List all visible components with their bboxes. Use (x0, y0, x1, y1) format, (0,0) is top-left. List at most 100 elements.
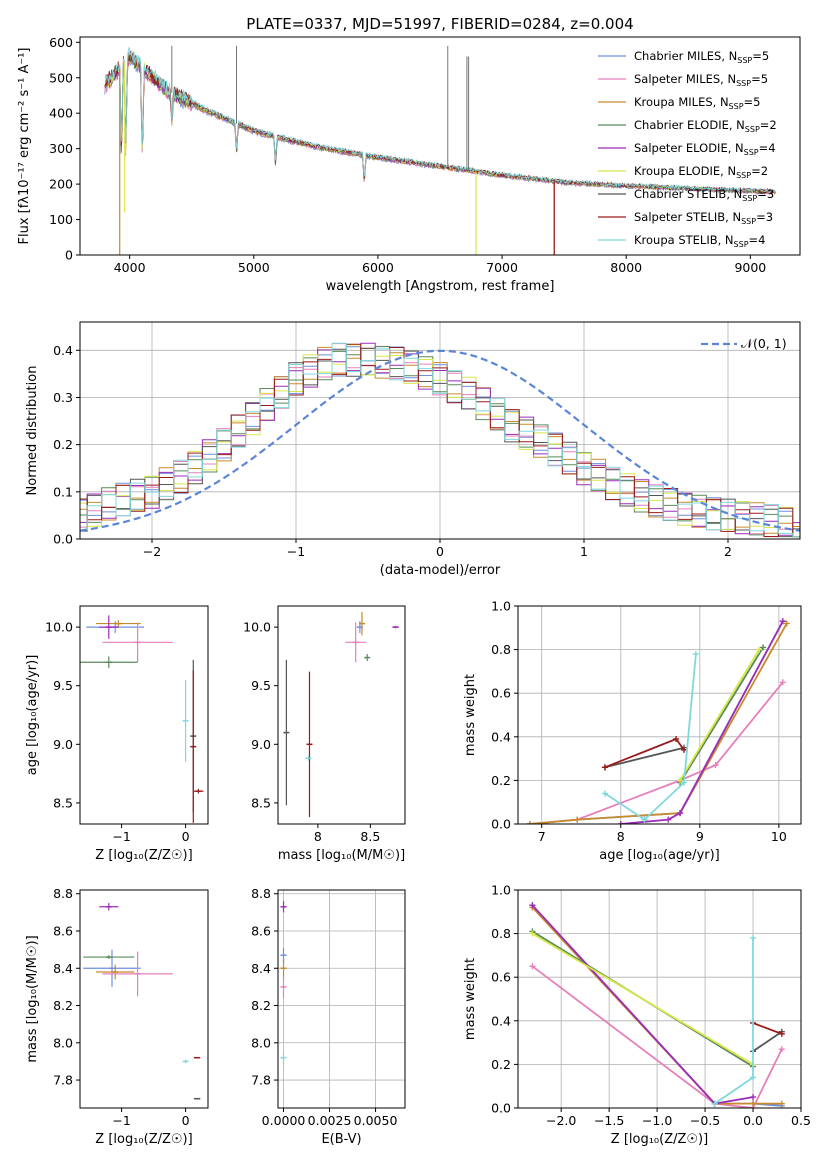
y-tick-label: 0.8 (491, 926, 511, 941)
data-point (280, 1052, 287, 1064)
x-tick-label: 2 (724, 544, 732, 559)
y-tick-label: 10.0 (45, 620, 73, 635)
data-point (99, 615, 119, 639)
axes-frame (517, 605, 802, 825)
plot-area (529, 902, 785, 1108)
chart-residuals: −2 −1 0 1 2 0.0 0.1 0.2 0.3 0.4 (data-model)/error… (25, 321, 801, 578)
chart-age-vs-mass: 8 8.5 8.5 9.0 9.5 10.0 mass [log₁₀(M/M☉)] (243, 605, 406, 863)
axes-frame (517, 889, 802, 1109)
chart-weight-vs-age: 7 8 9 10 0.0 0.2 0.4 0.6 0.8 1.0 age [log₁₀(age/yr… (463, 599, 802, 863)
plot-area (83, 903, 201, 1100)
y-tick-label: 9.5 (53, 678, 73, 693)
legend-count: =5 (752, 49, 769, 63)
data-point (102, 951, 173, 997)
legend-label: Chabrier ELODIE, NSSP=2 (634, 118, 777, 134)
data-point (345, 622, 367, 663)
x-tick-label: −1 (112, 829, 130, 844)
data-point (182, 1059, 189, 1064)
plot-area (104, 45, 776, 255)
y-tick-label: 8.2 (251, 998, 271, 1013)
x-tick-label: 0.0025 (308, 1113, 352, 1128)
weight-marker (750, 1074, 757, 1081)
x-tick-label: 8 (617, 829, 625, 844)
x-axis-label: mass [log₁₀(M/M☉)] (278, 848, 405, 863)
x-tick-label: −1.5 (594, 1113, 624, 1128)
x-axis-label: Z [log₁₀(Z/Z☉)] (95, 848, 192, 863)
weight-marker (601, 764, 608, 771)
y-tick-label: 0.4 (491, 729, 511, 744)
x-tick-label: 1 (580, 544, 588, 559)
y-tick-label: 9.5 (251, 678, 271, 693)
y-tick-label: 0.4 (53, 343, 73, 358)
data-point (102, 622, 173, 663)
data-point (392, 625, 399, 629)
legend-subscript: SSP (744, 148, 759, 157)
legend-count: =4 (759, 141, 776, 155)
y-tick-label: 8.8 (251, 886, 271, 901)
x-tick-label: 5000 (238, 260, 270, 275)
y-tick-label: 7.8 (53, 1073, 73, 1088)
residual-histogram (80, 346, 800, 538)
weight-marker (641, 816, 648, 823)
weight-marker (601, 790, 608, 797)
weight-series (526, 620, 790, 824)
legend-count: =2 (751, 164, 768, 178)
plot-area (283, 611, 399, 817)
weight-marker (677, 777, 684, 784)
plot-area (80, 342, 800, 538)
legend-label: Chabrier STELIB, NSSP=3 (634, 187, 774, 203)
residual-histogram (80, 342, 800, 536)
legend-subscript: SSP (741, 217, 756, 226)
plot-layer: 4000 5000 6000 7000 8000 90000100200300400500… (17, 35, 811, 1147)
weight-line (604, 653, 697, 821)
y-tick-label: 0.0 (491, 1101, 511, 1116)
y-tick-label: 600 (49, 35, 73, 50)
y-tick-label: 0.6 (491, 686, 511, 701)
y-tick-label: 0.1 (53, 484, 73, 499)
weight-marker (529, 963, 536, 970)
weight-series (677, 646, 763, 784)
weight-marker (677, 810, 684, 817)
y-tick-label: 1.0 (491, 599, 511, 614)
data-point (358, 611, 365, 636)
x-tick-label: 9000 (734, 260, 766, 275)
legend-label: Salpeter ELODIE, NSSP=4 (634, 141, 776, 157)
y-tick-label: 0.0 (491, 817, 511, 832)
x-tick-label: 0.0000 (262, 1113, 306, 1128)
data-point (280, 901, 287, 913)
x-tick-label: 0.0 (743, 1113, 763, 1128)
y-tick-label: 8.0 (53, 1035, 73, 1050)
chart-mass-vs-ebv: 0.0000 0.0025 0.0050 7.8 8.0 8.2 8.4 8.6 8.8 E(B-… (251, 886, 406, 1147)
y-tick-label: 8.2 (53, 998, 73, 1013)
chart-age-vs-z: −1 0 8.5 9.0 9.5 10.0 Z [log₁₀(Z/Z☉)] age [log₁… (25, 605, 209, 863)
axes-frame (79, 605, 209, 825)
weight-marker (711, 1100, 718, 1107)
weight-marker (750, 934, 757, 941)
weight-line (531, 932, 754, 1066)
y-axis-label: age [log₁₀(age/yr)] (25, 655, 40, 776)
x-tick-label: −2.0 (546, 1113, 576, 1128)
x-tick-label: 7000 (486, 260, 518, 275)
legend-count: =5 (751, 72, 768, 86)
y-tick-label: 0.2 (53, 437, 73, 452)
y-tick-label: 0.6 (491, 970, 511, 985)
weight-marker (681, 779, 688, 786)
spectrum-line (104, 47, 776, 193)
y-axis-label: mass weight (463, 674, 478, 756)
data-point (280, 975, 287, 999)
y-tick-label: 7.8 (251, 1073, 271, 1088)
data-point (83, 949, 141, 987)
legend-subscript: SSP (729, 102, 744, 111)
weight-marker (750, 1094, 757, 1101)
legend-label: Salpeter MILES, NSSP=5 (634, 72, 768, 88)
x-tick-label: 6000 (362, 260, 394, 275)
weight-series (601, 735, 688, 771)
weight-series (711, 934, 757, 1107)
y-tick-label: 9.0 (53, 737, 73, 752)
x-tick-label: 0 (436, 544, 444, 559)
legend-label: Kroupa ELODIE, NSSP=2 (634, 164, 768, 180)
weight-line (752, 1022, 783, 1035)
data-point (182, 679, 189, 762)
axes-frame (277, 605, 406, 825)
